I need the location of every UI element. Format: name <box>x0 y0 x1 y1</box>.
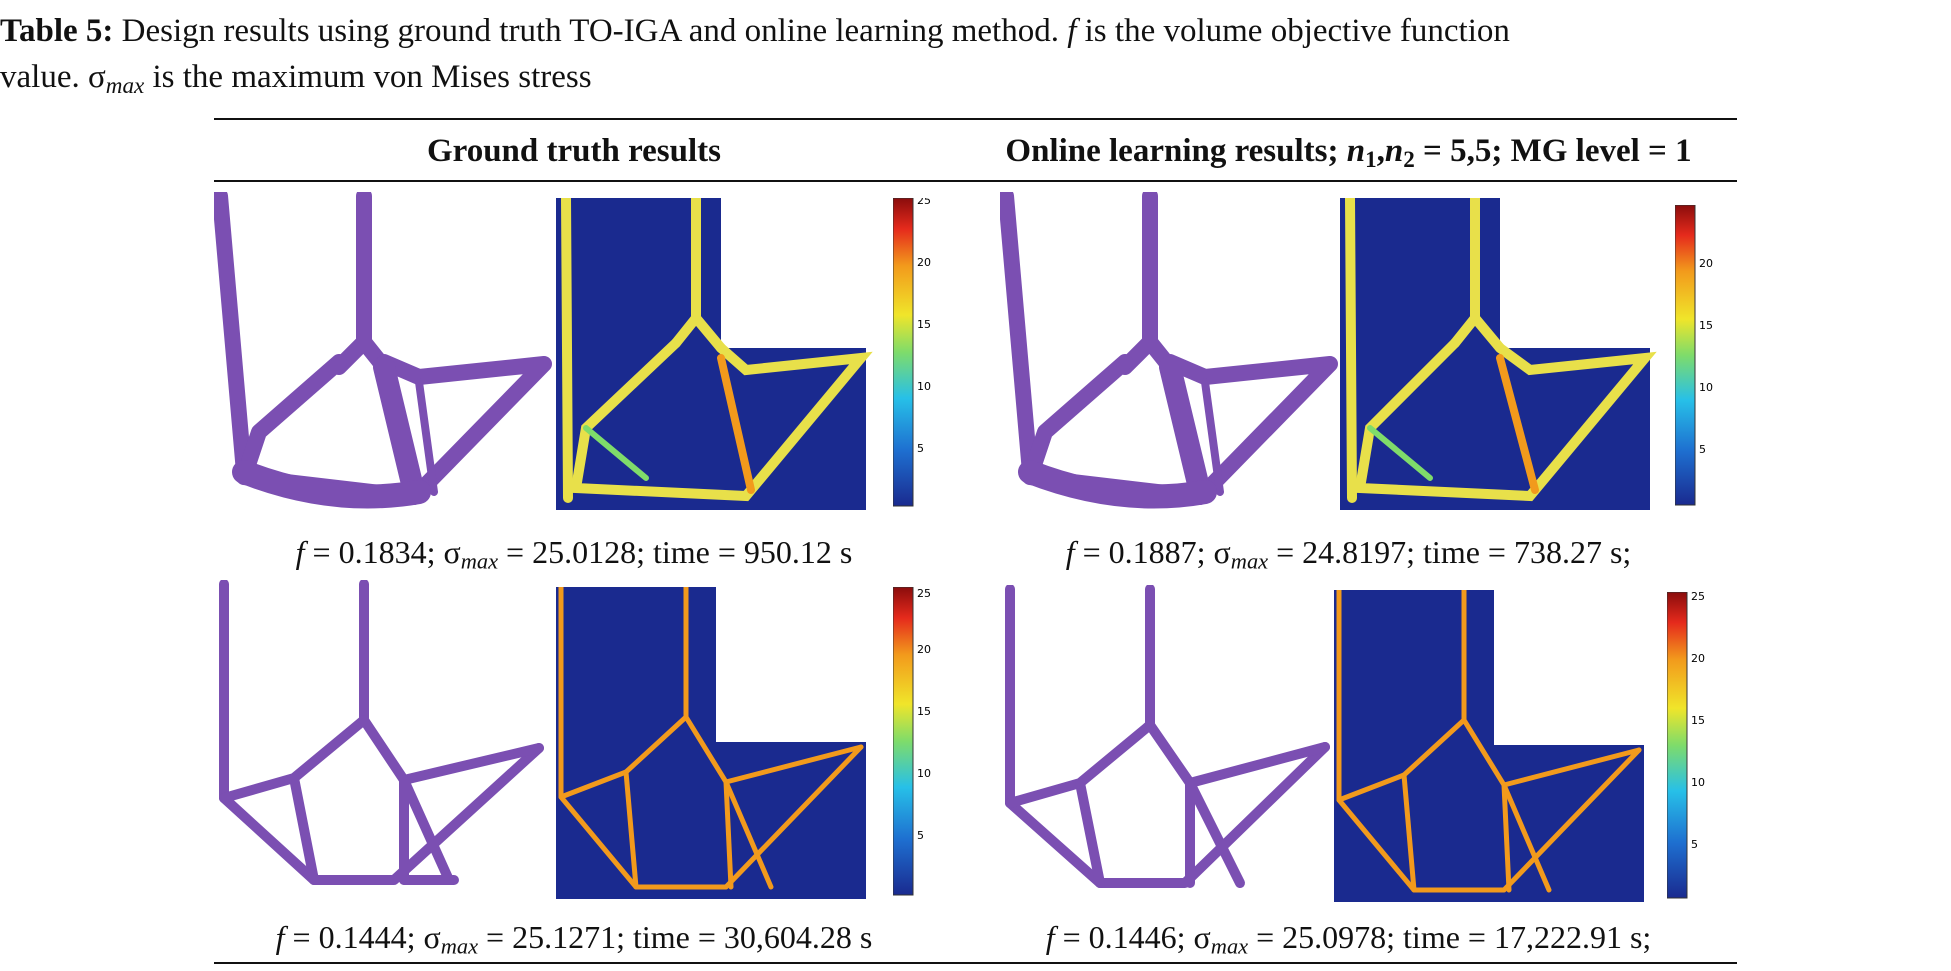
caption-text-rest: is the volume objective function <box>1084 13 1510 49</box>
colorbar-4: 25 20 15 10 5 <box>1667 592 1705 899</box>
table-caption: Table 5: Design results using ground tru… <box>0 8 1951 108</box>
colorbar-tick: 5 <box>1699 443 1706 456</box>
colorbar-2: 20 15 10 5 <box>1675 205 1713 506</box>
header-n2: n <box>1384 133 1404 169</box>
colorbar-tick: 5 <box>1691 838 1698 851</box>
stress-map-online-1 <box>1340 198 1657 510</box>
header-ground-truth: Ground truth results <box>426 133 721 169</box>
topology-plot-ground-truth-1 <box>214 192 552 509</box>
result-sub: max <box>1230 548 1269 574</box>
colorbar-tick: 20 <box>917 256 931 269</box>
result-rest: = 25.0128; time = 950.12 s <box>506 534 853 570</box>
f-symbol: f <box>275 919 285 955</box>
colorbar-tick: 15 <box>917 318 931 331</box>
result-ground-truth-1: f = 0.1834; σmax = 25.0128; time = 950.1… <box>214 532 934 582</box>
stress-map-online-2 <box>1334 590 1644 902</box>
result-sub: max <box>440 933 479 959</box>
colorbar-tick: 20 <box>1699 257 1713 270</box>
result-ground-truth-2: f = 0.1444; σmax = 25.1271; time = 30,60… <box>214 917 934 967</box>
topology-plot-ground-truth-2 <box>219 580 544 885</box>
stress-map-ground-truth-2 <box>556 587 866 899</box>
result-online-1: f = 0.1887; σmax = 24.8197; time = 738.2… <box>960 532 1737 582</box>
result-value: = 0.1446; σ <box>1062 919 1211 955</box>
f-symbol: f <box>295 534 305 570</box>
colorbar-3: 25 20 15 10 5 <box>893 587 931 896</box>
result-value: = 0.1444; σ <box>292 919 441 955</box>
colorbar-tick: 15 <box>1691 714 1705 727</box>
colorbar-1: 25 20 15 10 5 <box>893 198 931 507</box>
result-sub: max <box>460 548 499 574</box>
header-n1-sub: 1 <box>1365 145 1377 172</box>
header-prefix: Online learning results; <box>1005 133 1339 169</box>
header-n2-sub: 2 <box>1403 145 1415 172</box>
colorbar-tick: 20 <box>917 643 931 656</box>
colorbar-tick: 15 <box>917 705 931 718</box>
header-n1: n <box>1346 133 1366 169</box>
header-suffix: = 5,5; MG level = 1 <box>1423 133 1692 169</box>
result-rest: = 25.1271; time = 30,604.28 s <box>486 919 873 955</box>
header-comma: , <box>1376 133 1385 169</box>
result-rest: = 24.8197; time = 738.27 s; <box>1276 534 1632 570</box>
caption-line2: value. σ <box>0 59 106 95</box>
caption-f-symbol: f <box>1067 13 1077 49</box>
colorbar-tick: 25 <box>917 587 931 600</box>
colorbar-tick: 10 <box>1699 381 1713 394</box>
caption-sub: max <box>105 71 145 98</box>
caption-line2-rest: is the maximum von Mises stress <box>152 59 592 95</box>
topology-plot-online-2 <box>1005 585 1330 888</box>
f-symbol: f <box>1065 534 1075 570</box>
header-online-learning: Online learning results; n1,n2 = 5,5; MG… <box>960 128 1737 182</box>
colorbar-tick: 10 <box>917 767 931 780</box>
result-value: = 0.1834; σ <box>312 534 461 570</box>
caption-label: Table 5: <box>0 13 114 49</box>
caption-text: Design results using ground truth TO-IGA… <box>121 13 1059 49</box>
result-online-2: f = 0.1446; σmax = 25.0978; time = 17,22… <box>960 917 1737 967</box>
colorbar-tick: 10 <box>1691 776 1705 789</box>
topology-plot-online-1 <box>1000 192 1338 509</box>
colorbar-tick: 15 <box>1699 319 1713 332</box>
colorbar-tick: 5 <box>917 442 924 455</box>
colorbar-tick: 5 <box>917 829 924 842</box>
colorbar-tick: 10 <box>917 380 931 393</box>
stress-map-ground-truth-1 <box>556 198 873 510</box>
result-value: = 0.1887; σ <box>1082 534 1231 570</box>
colorbar-tick: 20 <box>1691 652 1705 665</box>
f-symbol: f <box>1045 919 1055 955</box>
result-rest: = 25.0978; time = 17,222.91 s; <box>1256 919 1652 955</box>
header-rule <box>214 180 1737 182</box>
colorbar-tick: 25 <box>917 198 931 207</box>
table-bottom-rule <box>214 962 1737 964</box>
colorbar-tick: 25 <box>1691 592 1705 603</box>
result-sub: max <box>1210 933 1249 959</box>
table-top-rule <box>214 118 1737 120</box>
